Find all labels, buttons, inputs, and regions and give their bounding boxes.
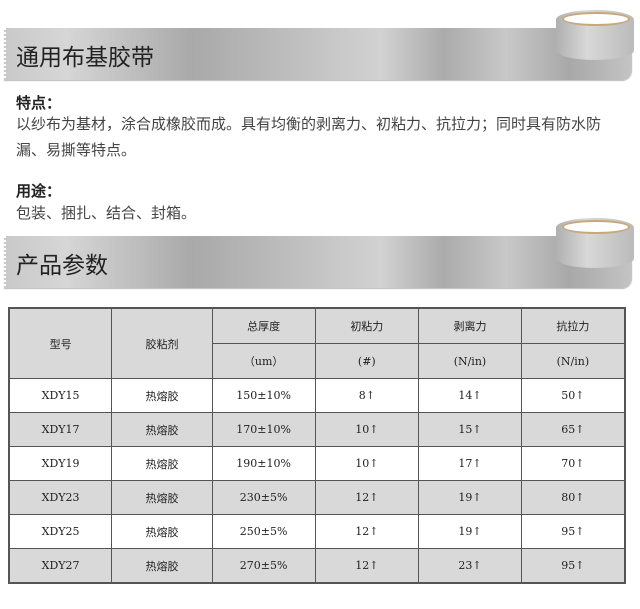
banner-general-tape: 通用布基胶带 <box>2 0 636 80</box>
unit-tack: (#) <box>314 343 420 379</box>
cell-tack: 8↑ <box>314 378 420 413</box>
table-header-row: 型号 胶粘剂 总厚度 初粘力 剥离力 抗拉力 <box>8 307 626 379</box>
cell-thickness: 190±10% <box>211 446 316 481</box>
section-title: 产品参数 <box>16 253 108 279</box>
header-tensile: 抗拉力 <box>520 307 626 344</box>
table-row: XDY19 热熔胶 190±10% 10↑ 17↑ 70↑ <box>8 446 626 481</box>
header-thickness: 总厚度 <box>211 307 316 344</box>
section-title: 通用布基胶带 <box>16 45 154 71</box>
cell-model: XDY25 <box>8 514 113 549</box>
header-adhesive: 胶粘剂 <box>111 307 213 379</box>
cell-peel: 14↑ <box>418 378 522 413</box>
cell-tensile: 80↑ <box>520 480 626 515</box>
cell-tensile: 65↑ <box>520 412 626 447</box>
cell-tensile: 95↑ <box>520 514 626 549</box>
tape-band-graphic <box>2 236 632 288</box>
cell-thickness: 230±5% <box>211 480 316 515</box>
table-row: XDY25 热熔胶 250±5% 12↑ 19↑ 95↑ <box>8 514 626 549</box>
cell-peel: 23↑ <box>418 548 522 584</box>
cell-model: XDY23 <box>8 480 113 515</box>
cell-tack: 10↑ <box>314 446 420 481</box>
tape-band-graphic <box>2 28 632 80</box>
header-peel: 剥离力 <box>418 307 522 344</box>
table-row: XDY23 热熔胶 230±5% 12↑ 19↑ 80↑ <box>8 480 626 515</box>
cell-thickness: 270±5% <box>211 548 316 584</box>
unit-tensile: (N/in) <box>520 343 626 379</box>
cell-adhesive: 热熔胶 <box>111 412 213 447</box>
table-row: XDY17 热熔胶 170±10% 10↑ 15↑ 65↑ <box>8 412 626 447</box>
cell-adhesive: 热熔胶 <box>111 446 213 481</box>
cell-adhesive: 热熔胶 <box>111 514 213 549</box>
usage-heading: 用途： <box>16 182 62 200</box>
cell-tack: 12↑ <box>314 480 420 515</box>
cell-tensile: 95↑ <box>520 548 626 584</box>
banner-product-params: 产品参数 <box>2 208 636 288</box>
table-row: XDY27 热熔胶 270±5% 12↑ 23↑ 95↑ <box>8 548 626 584</box>
unit-thickness: （um） <box>211 343 316 379</box>
cell-peel: 15↑ <box>418 412 522 447</box>
header-model: 型号 <box>8 307 113 379</box>
cell-thickness: 170±10% <box>211 412 316 447</box>
cell-model: XDY27 <box>8 548 113 584</box>
table-unit-row: （um） (#) (N/in) (N/in) <box>9 343 626 379</box>
cell-adhesive: 热熔胶 <box>111 548 213 584</box>
cell-peel: 19↑ <box>418 480 522 515</box>
cell-tensile: 70↑ <box>520 446 626 481</box>
cell-thickness: 150±10% <box>211 378 316 413</box>
table-row: XDY15 热熔胶 150±10% 8↑ 14↑ 50↑ <box>8 378 626 413</box>
tape-roll-core-graphic <box>562 220 630 234</box>
cell-adhesive: 热熔胶 <box>111 378 213 413</box>
cell-peel: 19↑ <box>418 514 522 549</box>
cell-model: XDY19 <box>8 446 113 481</box>
product-params-table: 型号 胶粘剂 总厚度 初粘力 剥离力 抗拉力 （um） (#) (N/in) (… <box>8 307 626 584</box>
features-text: 以纱布为基材，涂合成橡胶而成。具有均衡的剥离力、初粘力、抗拉力；同时具有防水防漏… <box>16 115 602 159</box>
header-tack: 初粘力 <box>314 307 420 344</box>
tape-roll-core-graphic <box>562 12 630 26</box>
unit-peel: (N/in) <box>418 343 522 379</box>
cell-thickness: 250±5% <box>211 514 316 549</box>
features-heading: 特点： <box>16 94 62 112</box>
cell-tack: 10↑ <box>314 412 420 447</box>
cell-adhesive: 热熔胶 <box>111 480 213 515</box>
cell-tack: 12↑ <box>314 514 420 549</box>
cell-model: XDY17 <box>8 412 113 447</box>
cell-tensile: 50↑ <box>520 378 626 413</box>
cell-peel: 17↑ <box>418 446 522 481</box>
usage-text: 包装、捆扎、结合、封箱。 <box>16 204 197 222</box>
cell-tack: 12↑ <box>314 548 420 584</box>
cell-model: XDY15 <box>8 378 113 413</box>
